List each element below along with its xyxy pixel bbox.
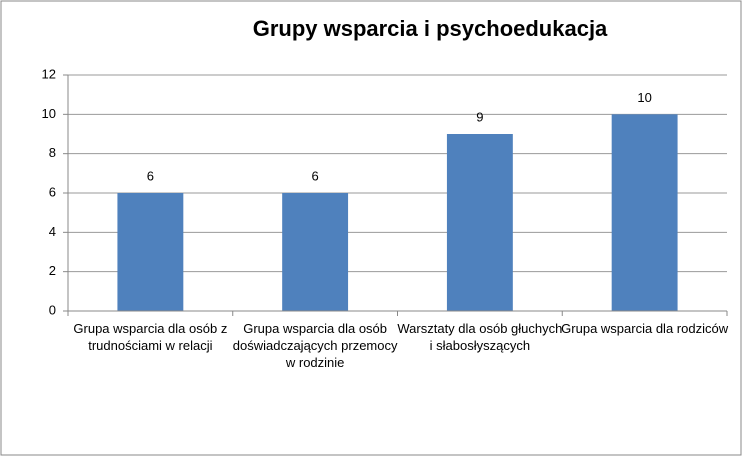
data-label: 9 [476, 109, 483, 124]
bar [611, 114, 678, 311]
data-label: 6 [312, 168, 319, 183]
y-tick-label: 8 [49, 145, 56, 160]
data-label: 10 [637, 90, 651, 105]
y-tick-label: 10 [42, 106, 56, 121]
y-tick-label: 6 [49, 184, 56, 199]
y-tick-label: 4 [49, 224, 56, 239]
x-tick-label: Grupa wsparcia dla rodziców [561, 321, 729, 336]
bar [446, 134, 513, 311]
x-tick-label: Warsztaty dla osób głuchych i słabosłysz… [397, 321, 563, 353]
data-label: 6 [147, 168, 154, 183]
y-tick-label: 2 [49, 263, 56, 278]
y-tick-label: 12 [42, 66, 56, 81]
x-tick-label: Grupa wsparcia dla osób doświadczających… [232, 321, 398, 370]
chart-title: Grupy wsparcia i psychoedukacja [253, 16, 608, 41]
x-tick-label: Grupa wsparcia dla osób z trudnościami w… [73, 321, 228, 353]
y-tick-label: 0 [49, 302, 56, 317]
bar [117, 193, 184, 311]
bar [282, 193, 349, 311]
